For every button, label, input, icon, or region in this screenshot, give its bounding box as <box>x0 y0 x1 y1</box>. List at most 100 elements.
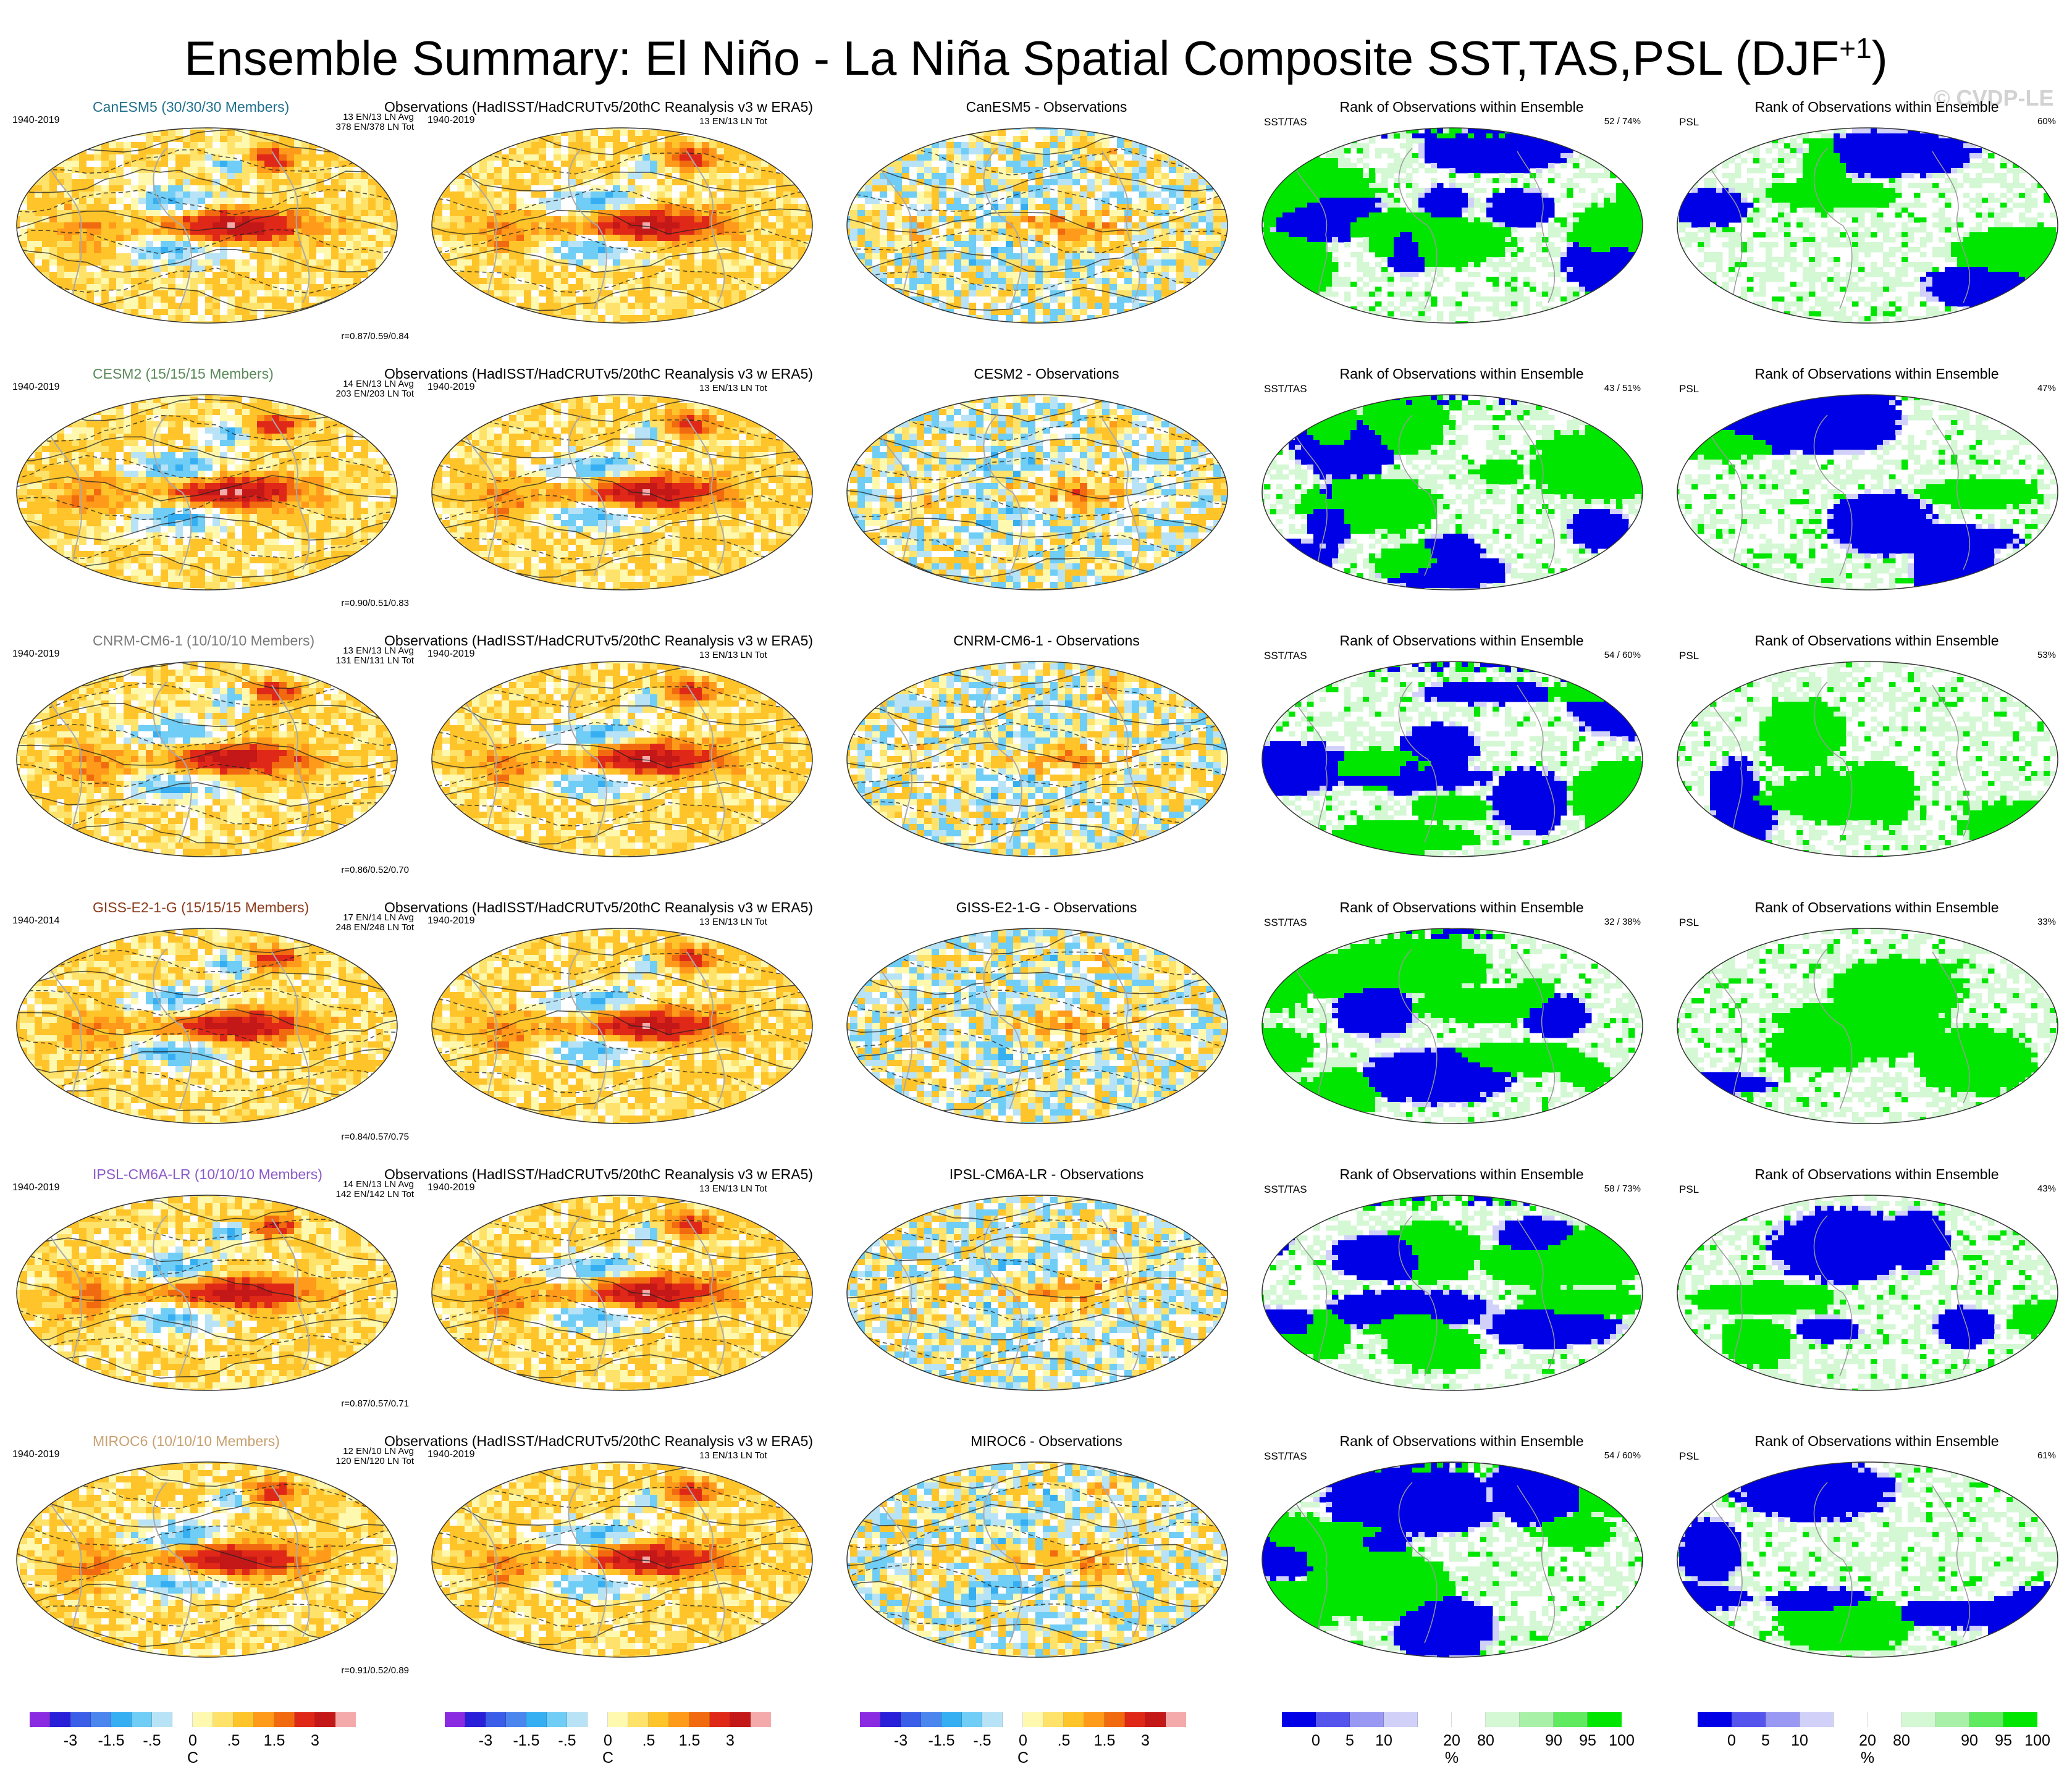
difference-map <box>846 661 1228 857</box>
temperature-colorbar-1-tick: .5 <box>227 1732 240 1750</box>
rank-psl-title: Rank of Observations within Ensemble <box>1673 899 2072 916</box>
model-map <box>16 1195 398 1391</box>
rank-colorbar-1-box <box>1316 1712 1350 1727</box>
rank-colorbar-2-box <box>1766 1712 1800 1727</box>
temperature-colorbar-2-box <box>710 1712 730 1727</box>
temperature-colorbar-2-box <box>547 1712 567 1727</box>
rank-colorbar-2-box <box>1834 1712 1868 1727</box>
temperature-colorbar-3-box <box>1003 1712 1023 1727</box>
difference-panel: GISS-E2-1-G - Observations <box>843 878 1250 1145</box>
observations-title: Observations (HadISST/HadCRUTv5/20thC Re… <box>384 1433 813 1450</box>
temperature-colorbar-1-tick: -.5 <box>143 1732 161 1750</box>
rank-colorbar-2-box <box>1800 1712 1834 1727</box>
temperature-colorbar-3-tick: .5 <box>1058 1732 1071 1750</box>
observations-years: 1940-2019 <box>427 649 475 660</box>
rank-sst-panel: Rank of Observations within Ensemble SST/… <box>1258 1412 1666 1679</box>
temperature-colorbar-3-box <box>982 1712 1003 1727</box>
row-cesm2: CESM2 (15/15/15 Members) 1940-2019 14 EN/1… <box>0 345 2072 612</box>
temperature-colorbar-2-box <box>506 1712 526 1727</box>
row-miroc6: MIROC6 (10/10/10 Members) 1940-2019 12 EN/… <box>0 1412 2072 1679</box>
model-map <box>16 928 398 1124</box>
rank-psl-panel: Rank of Observations within Ensemble PSL 3… <box>1673 878 2072 1145</box>
rank-psl-title: Rank of Observations within Ensemble <box>1673 1433 2072 1450</box>
model-avg: 12 EN/10 LN Avg <box>336 1447 414 1456</box>
rank-sst-label: SST/TAS <box>1264 383 1307 395</box>
temperature-colorbar-2-box <box>628 1712 649 1727</box>
rank-psl-stat: 61% <box>2037 1450 2056 1461</box>
model-map <box>16 661 398 857</box>
temperature-colorbar-2-box <box>608 1712 628 1727</box>
temperature-colorbar-3-unit: C <box>1017 1749 1029 1767</box>
rank-sst-stat: 32 / 38% <box>1604 917 1641 927</box>
observations-title: Observations (HadISST/HadCRUTv5/20thC Re… <box>384 633 813 649</box>
temperature-colorbar-3-box <box>921 1712 941 1727</box>
temperature-colorbar-2-tick: -3 <box>479 1732 492 1750</box>
rank-colorbar-2-tick: 80 <box>1893 1732 1910 1750</box>
model-years: 1940-2019 <box>12 115 60 126</box>
temperature-colorbar-3-tick: -.5 <box>973 1732 991 1750</box>
observations-map <box>431 661 813 857</box>
temperature-colorbar-2-box <box>587 1712 608 1727</box>
rank-psl-stat: 33% <box>2037 917 2056 927</box>
rank-psl-map <box>1677 928 2058 1124</box>
temperature-colorbar-1-tick: -1.5 <box>98 1732 124 1750</box>
model-panel: MIROC6 (10/10/10 Members) 1940-2019 12 EN/… <box>12 1412 420 1679</box>
model-counts: 12 EN/10 LN Avg 120 EN/120 LN Tot <box>336 1447 414 1466</box>
rank-colorbar-2-boxes <box>1698 1712 2037 1727</box>
observations-panel: Observations (HadISST/HadCRUTv5/20thC Re… <box>384 612 835 878</box>
temperature-colorbar-1-box <box>70 1712 91 1727</box>
rank-sst-title: Rank of Observations within Ensemble <box>1258 899 1666 916</box>
temperature-colorbar-2-tick: 3 <box>726 1732 735 1750</box>
row-canesm5: CanESM5 (30/30/30 Members) 1940-2019 13 EN… <box>0 78 2072 345</box>
rank-colorbar-1-unit: % <box>1445 1749 1459 1767</box>
model-avg: 14 EN/13 LN Avg <box>336 379 414 389</box>
temperature-colorbar-1-box <box>234 1712 254 1727</box>
rank-colorbar-1-tick: 0 <box>1312 1732 1320 1750</box>
observations-panel: Observations (HadISST/HadCRUTv5/20thC Re… <box>384 1412 835 1679</box>
rank-sst-panel: Rank of Observations within Ensemble SST/… <box>1258 878 1666 1145</box>
model-map <box>16 394 398 590</box>
model-tot: 378 EN/378 LN Tot <box>336 122 414 132</box>
temperature-colorbar-3-box <box>1145 1712 1166 1727</box>
model-years: 1940-2019 <box>12 1449 60 1460</box>
rank-sst-title: Rank of Observations within Ensemble <box>1258 1433 1666 1450</box>
rank-colorbar-2-box <box>1901 1712 1935 1727</box>
temperature-colorbar-3-tick: 1.5 <box>1094 1732 1116 1750</box>
temperature-colorbar-1-box <box>295 1712 315 1727</box>
difference-panel: MIROC6 - Observations <box>843 1412 1250 1679</box>
temperature-colorbar-1-box <box>335 1712 356 1727</box>
model-panel: CESM2 (15/15/15 Members) 1940-2019 14 EN/1… <box>12 345 420 612</box>
temperature-colorbar-1-box <box>91 1712 111 1727</box>
temperature-colorbar-3-tick: 0 <box>1019 1732 1027 1750</box>
rank-colorbar-2-tick: 100 <box>2024 1732 2050 1750</box>
observations-map <box>431 394 813 590</box>
temperature-colorbar-3-tick: -3 <box>894 1732 908 1750</box>
observations-counts: 13 EN/13 LN Tot <box>699 1450 767 1461</box>
observations-title: Observations (HadISST/HadCRUTv5/20thC Re… <box>384 1166 813 1183</box>
rank-colorbar-2-box <box>1969 1712 2003 1727</box>
observations-years: 1940-2019 <box>427 915 475 927</box>
rank-colorbar-2-box <box>1732 1712 1766 1727</box>
model-avg: 13 EN/13 LN Avg <box>336 112 414 122</box>
temperature-colorbar-2-unit: C <box>602 1749 613 1767</box>
model-title: MIROC6 (10/10/10 Members) <box>93 1433 280 1450</box>
difference-panel: CanESM5 - Observations <box>843 78 1250 345</box>
rank-colorbar-2-box <box>2003 1712 2037 1727</box>
rank-colorbar-1-box <box>1520 1712 1554 1727</box>
temperature-colorbar-3-box <box>941 1712 962 1727</box>
temperature-colorbar-3-box <box>1166 1712 1186 1727</box>
watermark: © CVDP-LE <box>1934 85 2054 111</box>
temperature-colorbar-3-tick: 3 <box>1141 1732 1150 1750</box>
temperature-colorbar-2-box <box>526 1712 547 1727</box>
rank-colorbar-1-tick: 95 <box>1579 1732 1596 1750</box>
observations-title: Observations (HadISST/HadCRUTv5/20thC Re… <box>384 899 813 916</box>
rank-psl-label: PSL <box>1679 116 1699 128</box>
rank-sst-map <box>1261 661 1643 857</box>
rank-sst-panel: Rank of Observations within Ensemble SST/… <box>1258 78 1666 345</box>
rank-psl-map <box>1677 394 2058 590</box>
rank-psl-label: PSL <box>1679 383 1699 395</box>
observations-panel: Observations (HadISST/HadCRUTv5/20thC Re… <box>384 878 835 1145</box>
main-title: Ensemble Summary: El Niño - La Niña Spat… <box>0 17 2072 89</box>
temperature-colorbar-1-box <box>213 1712 234 1727</box>
model-map <box>16 1461 398 1658</box>
